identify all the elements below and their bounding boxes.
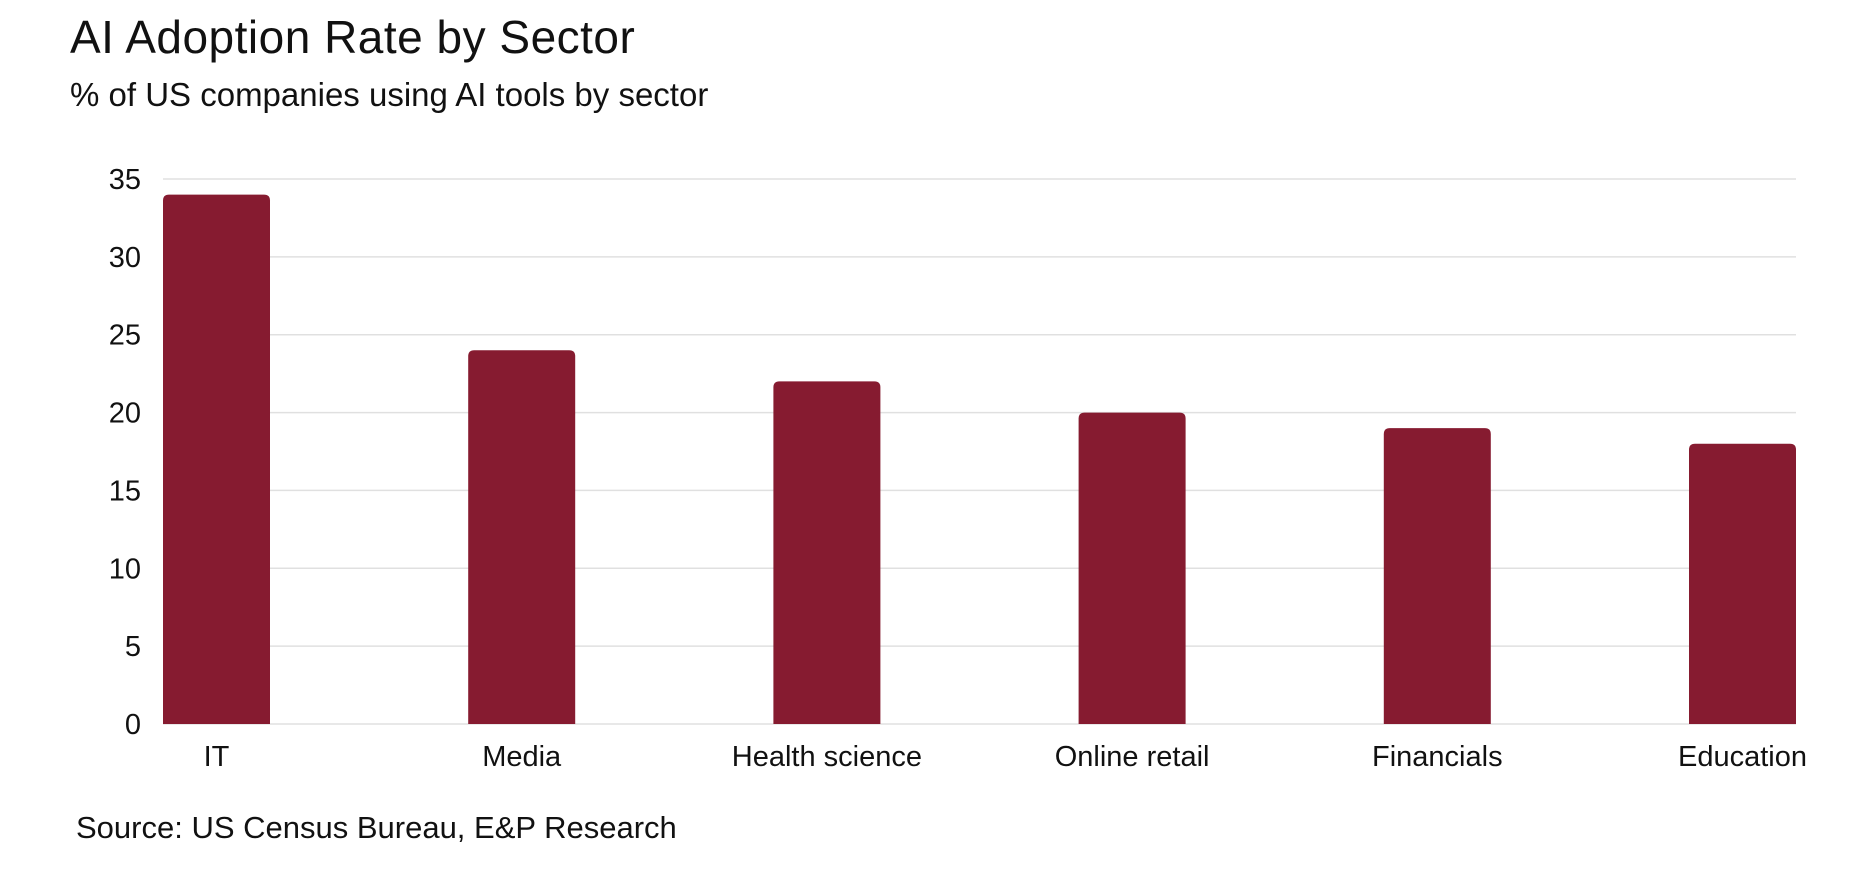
bar-it: [163, 194, 270, 725]
gridlines: [163, 178, 1796, 725]
y-tick-label: 35: [109, 164, 141, 196]
bar-education: [1689, 443, 1796, 724]
x-axis-labels: IT Media Health science Online retail Financ…: [204, 741, 1807, 773]
x-axis-label: Health science: [732, 741, 922, 773]
y-axis-ticks: 0 5 10 15 20 25 30 35: [109, 164, 141, 741]
x-axis-label: Online retail: [1055, 741, 1210, 773]
x-axis-label: Media: [482, 741, 562, 773]
bar-financials: [1383, 428, 1491, 724]
bars: [163, 194, 1796, 725]
y-tick-label: 15: [109, 475, 141, 507]
chart-subtitle: % of US companies using AI tools by sect…: [70, 76, 709, 113]
source-note: Source: US Census Bureau, E&P Research: [76, 810, 677, 845]
chart-title: AI Adoption Rate by Sector: [70, 11, 636, 63]
y-tick-label: 30: [109, 242, 141, 274]
x-axis-label: Financials: [1372, 741, 1503, 773]
bar-health-science: [773, 381, 881, 724]
y-tick-label: 10: [109, 553, 141, 585]
y-tick-label: 25: [109, 320, 141, 352]
x-axis-label: IT: [204, 741, 230, 773]
y-tick-label: 20: [109, 398, 141, 430]
bar-online-retail: [1078, 412, 1186, 724]
y-tick-label: 5: [125, 631, 141, 663]
x-axis-label: Education: [1678, 741, 1807, 773]
y-tick-label: 0: [125, 709, 141, 741]
bar-media: [468, 350, 576, 724]
